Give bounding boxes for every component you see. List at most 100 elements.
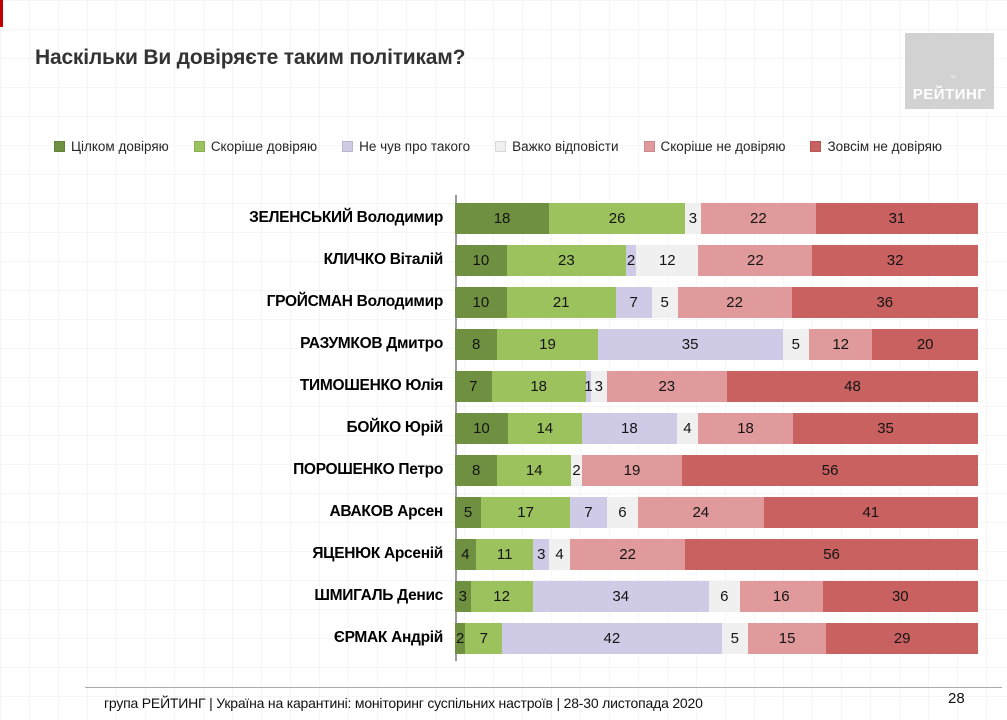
bar-segment: 1 [584,370,593,402]
legend-label: Не чув про такого [359,139,471,154]
bar-segment: 5 [782,328,809,360]
bar-segment: 5 [651,286,678,318]
politician-label: ПОРОШЕНКО Петро [293,461,443,478]
politician-label: ГРОЙСМАН Володимир [266,293,444,310]
bar-value: 19 [539,335,556,353]
bar-segment: 19 [497,328,598,360]
bar-value: 8 [471,335,481,353]
bar-value: 7 [469,377,478,395]
bar-segment: 3 [590,370,607,402]
bar-segment: 14 [497,454,572,486]
bar-segment: 18 [491,370,586,402]
politician-label: ЯЦЕНЮК Арсеній [312,545,443,562]
bar-value: 22 [746,251,764,269]
legend-item: Зовсім не довіряю [810,139,942,154]
bar-value: 26 [608,209,626,227]
bar-value: 18 [737,419,754,437]
stacked-bar: 10 14 18 4 18 35 [455,412,978,444]
bar-value: 56 [823,545,840,563]
bar-segment: 18 [455,202,550,234]
bar-segment: 22 [677,286,792,318]
rating-logo-text: РЕЙТИНГ [912,86,987,103]
trust-chart: ЗЕЛЕНСЬКИЙ Володимир 18 26 3 22 31 КЛИЧКО Віта… [35,195,979,661]
legend-swatch-icon [810,141,822,152]
bar-segment: 21 [506,286,616,318]
bar-segment: 35 [793,412,978,444]
bar-segment: 22 [700,202,816,234]
page-title: Наскільки Ви довіряєте таким політикам? [35,46,466,69]
bar-segment: 10 [455,244,507,276]
bar-segment: 23 [506,244,626,276]
bar-value: 1 [584,377,593,395]
bar-segment: 8 [455,454,498,486]
bar-value: 10 [473,419,490,437]
stacked-bar: 8 14 2 19 56 [455,454,978,486]
chart-row: ЗЕЛЕНСЬКИЙ Володимир 18 26 3 22 31 [35,197,978,239]
bar-segment: 12 [470,580,533,612]
legend-label: Скоріше довіряю [210,139,318,154]
politician-label: ЗЕЛЕНСЬКИЙ Володимир [249,209,443,226]
bar-segment: 3 [685,202,701,234]
chart-row: БОЙКО Юрій 10 14 18 4 18 35 [35,407,978,449]
bar-segment: 12 [808,328,873,360]
bar-segment: 3 [533,538,550,570]
bar-value: 22 [750,209,767,227]
chart-row: КЛИЧКО Віталій 10 23 2 12 22 32 [35,239,978,281]
accent-stripe [0,0,3,27]
bar-value: 2 [456,629,465,647]
rating-logo: ™ РЕЙТИНГ [905,33,994,109]
bar-segment: 24 [638,496,764,528]
bar-segment: 16 [739,580,823,612]
bar-value: 3 [594,377,603,395]
legend-item: Важко відповісти [495,139,619,154]
politician-label: ШМИГАЛЬ Денис [314,587,443,604]
politician-label: ЄРМАК Андрій [333,629,443,646]
footer-divider [85,687,1002,688]
bar-value: 17 [517,503,534,521]
bar-value: 19 [623,461,641,479]
bar-value: 34 [612,587,630,605]
bar-value: 5 [791,335,800,353]
bar-segment: 32 [812,244,978,276]
chart-row: ПОРОШЕНКО Петро 8 14 2 19 56 [35,449,978,491]
legend-item: Скоріше довіряю [193,139,318,154]
bar-value: 4 [461,545,470,563]
bar-value: 3 [458,587,467,605]
chart-row: АВАКОВ Арсен 5 17 7 6 24 41 [35,491,978,533]
stacked-bar: 18 26 3 22 31 [455,202,978,234]
bar-value: 18 [493,209,511,227]
bar-value: 31 [888,209,906,227]
chart-row: РАЗУМКОВ Дмитро 8 19 35 5 12 20 [35,323,979,365]
stacked-bar: 2 7 42 5 15 29 [455,622,978,654]
bar-value: 15 [778,629,796,647]
bar-value: 35 [877,419,894,437]
bar-value: 2 [572,461,581,479]
bar-value: 12 [493,587,510,605]
bar-value: 35 [681,335,699,353]
legend-item: Скоріше не довіряю [643,139,785,154]
stacked-bar: 10 23 2 12 22 32 [455,244,978,276]
bar-segment: 18 [698,412,794,444]
bar-segment: 31 [815,202,978,234]
bar-value: 8 [471,461,481,479]
chart-legend: Цілком довіряю Скоріше довіряю Не чув про … [54,139,942,154]
bar-value: 4 [683,419,692,437]
bar-segment: 5 [455,496,482,528]
bar-value: 11 [496,545,513,563]
bar-segment: 12 [636,244,699,276]
bar-value: 5 [463,503,473,521]
chart-row: ШМИГАЛЬ Денис 3 12 34 6 16 30 [35,575,978,617]
stacked-bar: 8 19 35 5 12 20 [455,328,979,360]
stacked-bar: 3 12 34 6 16 30 [455,580,978,612]
stacked-bar: 10 21 7 5 22 36 [455,286,979,318]
bar-value: 36 [876,293,894,311]
bar-segment: 26 [549,202,686,234]
bar-segment: 4 [676,412,698,444]
chart-row: ЄРМАК Андрій 2 7 42 5 15 29 [35,617,978,659]
bar-segment: 7 [465,622,503,654]
bar-value: 29 [893,629,911,647]
legend-swatch-icon [342,141,354,152]
bar-segment: 19 [581,454,683,486]
bar-value: 7 [479,629,488,647]
bar-value: 12 [832,335,849,353]
